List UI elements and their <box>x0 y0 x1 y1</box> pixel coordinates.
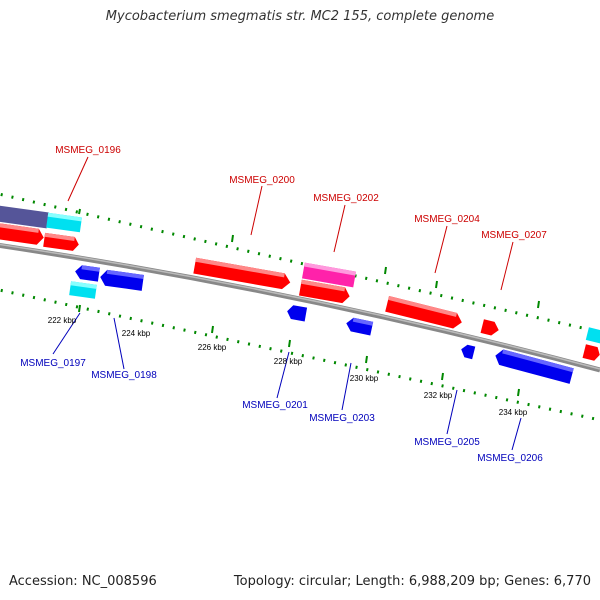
genome-summary-text: Topology: circular; Length: 6,988,209 bp… <box>233 574 591 589</box>
scale-label-234: 234 kbp <box>499 408 528 417</box>
gene-msmeg-0205[interactable] <box>460 343 476 360</box>
label-reverse-2[interactable]: MSMEG_0201 <box>242 400 308 411</box>
label-forward-0[interactable]: MSMEG_0196 <box>55 145 121 156</box>
gene-msmeg-0201[interactable] <box>286 304 308 322</box>
gene-msmeg-0202[interactable] <box>302 262 356 288</box>
scale-label-222: 222 kbp <box>48 316 77 325</box>
label-reverse-3[interactable]: MSMEG_0203 <box>309 413 375 424</box>
label-reverse-5[interactable]: MSMEG_0206 <box>477 453 543 464</box>
gene-msmeg-0203[interactable] <box>345 316 374 336</box>
label-forward-4[interactable]: MSMEG_0207 <box>481 230 547 241</box>
gene-cyan-reverse[interactable] <box>69 281 97 299</box>
gene-purple[interactable] <box>0 205 49 229</box>
scale-label-224: 224 kbp <box>122 329 151 338</box>
label-forward-1[interactable]: MSMEG_0200 <box>229 175 295 186</box>
scale-label-232: 232 kbp <box>424 391 453 400</box>
genome-backbone <box>0 242 600 373</box>
label-reverse-0[interactable]: MSMEG_0197 <box>20 358 86 369</box>
map-title: Mycobacterium smegmatis str. MC2 155, co… <box>105 9 495 24</box>
gene-msmeg-0197[interactable] <box>74 264 100 282</box>
scale-label-228: 228 kbp <box>274 357 303 366</box>
forward-genes <box>0 205 600 361</box>
gene-red-2[interactable] <box>43 232 80 252</box>
accession-text: Accession: NC_008596 <box>9 574 157 589</box>
reverse-label-lines <box>52 312 522 451</box>
gene-red-edge[interactable] <box>582 344 600 361</box>
reverse-genes <box>69 264 574 384</box>
inner-major-ticks <box>78 304 520 397</box>
forward-label-lines <box>67 156 514 291</box>
gene-red-1[interactable] <box>0 222 45 245</box>
gene-msmeg-0206[interactable] <box>493 348 574 384</box>
label-reverse-1[interactable]: MSMEG_0198 <box>91 370 157 381</box>
gene-msmeg-0207[interactable] <box>480 319 501 337</box>
gene-msmeg-0204[interactable] <box>385 296 464 330</box>
gene-red-3[interactable] <box>298 279 351 304</box>
label-forward-2[interactable]: MSMEG_0202 <box>313 193 379 204</box>
scale-label-226: 226 kbp <box>198 343 227 352</box>
gene-msmeg-0200[interactable] <box>193 257 291 291</box>
gene-cyan-edge[interactable] <box>585 327 600 344</box>
gene-msmeg-0198[interactable] <box>99 269 144 291</box>
label-forward-3[interactable]: MSMEG_0204 <box>414 214 480 225</box>
gene-cyan-forward[interactable] <box>46 212 82 233</box>
label-reverse-4[interactable]: MSMEG_0205 <box>414 437 480 448</box>
outer-major-ticks <box>78 208 540 309</box>
scale-label-230: 230 kbp <box>350 374 379 383</box>
